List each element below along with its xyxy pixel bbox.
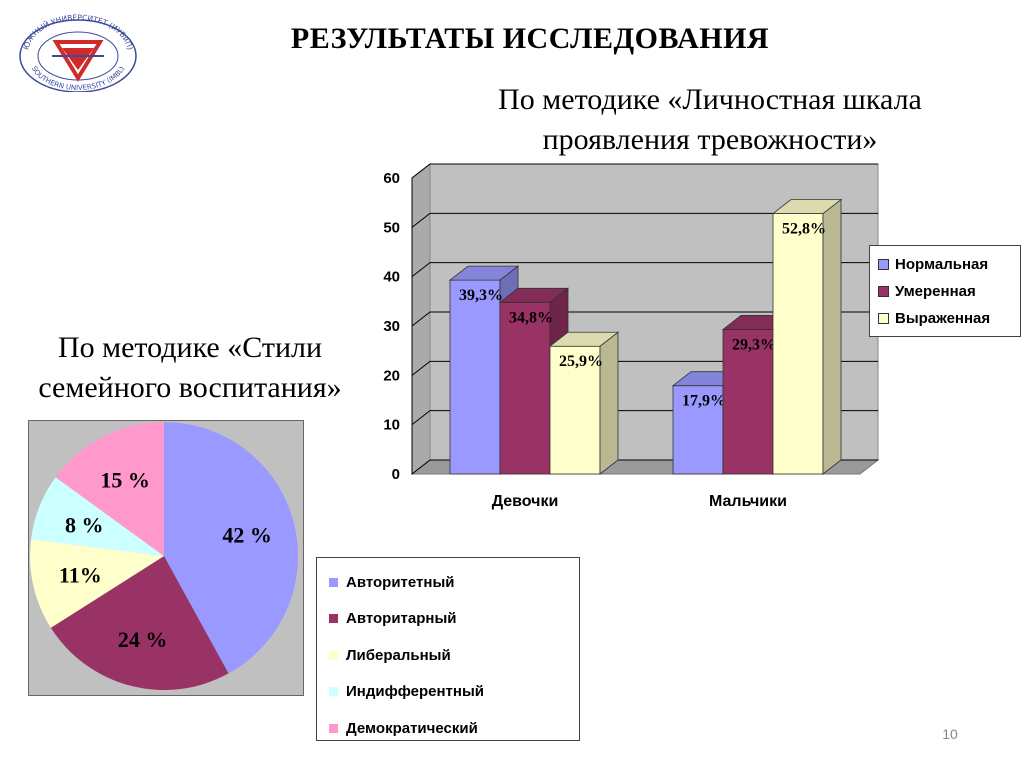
pie-legend-swatch xyxy=(329,687,338,697)
y-tick-label: 0 xyxy=(392,466,400,483)
pie-slice-label: 42 % xyxy=(222,523,272,548)
bar-legend-swatch xyxy=(878,286,889,297)
pie-legend-label: Демократический xyxy=(346,719,478,737)
bar-legend-swatch xyxy=(878,313,889,324)
pie-legend-swatch xyxy=(329,577,338,587)
bar-data-label: 34,8% xyxy=(509,309,553,326)
bar-gridline xyxy=(411,311,878,327)
bar-data-label: 29,3% xyxy=(732,336,776,353)
bar-legend-swatch xyxy=(878,259,889,270)
pie-legend-item: Авторитетный xyxy=(329,564,567,601)
pie-legend-swatch xyxy=(329,723,338,733)
pie-chart: 42 % 24 % 11% 8 % 15 % xyxy=(28,420,304,696)
bar-chart: 0 10 20 30 40 50 60 39,3% 34,8% 25,9% Девочки 17,9%… xyxy=(383,162,880,510)
bar-2-1 xyxy=(771,198,843,475)
pie-legend-item: Либеральный xyxy=(329,637,567,674)
pie-chart-legend: Авторитетный Авторитарный Либеральный Индиф… xyxy=(316,557,580,741)
y-tick-label: 10 xyxy=(383,417,400,434)
bar-data-label: 39,3% xyxy=(459,287,503,304)
pie-chart-subtitle-line2: семейного воспитания» xyxy=(38,371,342,404)
page-number: 10 xyxy=(942,726,958,742)
pie-legend-label: Авторитетный xyxy=(346,573,455,591)
pie-slice-label: 11% xyxy=(59,563,102,588)
bar-data-label: 25,9% xyxy=(559,353,603,370)
y-tick-label: 40 xyxy=(383,269,400,286)
y-tick-label: 50 xyxy=(383,219,400,236)
pie-slice xyxy=(55,422,164,556)
pie-slice xyxy=(30,539,165,628)
bar-legend-label: Умеренная xyxy=(895,283,976,300)
pie-legend-label: Авторитарный xyxy=(346,610,457,628)
pie-legend-item: Индифферентный xyxy=(329,674,567,711)
pie-chart-subtitle: По методике «Стили семейного воспитания» xyxy=(0,328,380,408)
bar-2-0 xyxy=(548,331,620,475)
bar-data-label: 52,8% xyxy=(782,221,826,238)
pie-slice-label: 24 % xyxy=(118,627,168,652)
pie-slice xyxy=(50,556,229,690)
x-category-label: Девочки xyxy=(492,493,559,510)
pie-legend-label: Либеральный xyxy=(346,646,451,664)
bar-chart-subtitle-line1: По методике «Личностная шкала xyxy=(498,83,922,116)
pie-legend-label: Индифферентный xyxy=(346,683,484,701)
pie-chart-subtitle-line1: По методике «Стили xyxy=(57,331,323,364)
pie-legend-swatch xyxy=(329,614,338,624)
pie-legend-item: Авторитарный xyxy=(329,601,567,638)
x-category-label: Мальчики xyxy=(709,493,787,510)
bar-chart-subtitle-line2: проявления тревожности» xyxy=(542,123,878,156)
pie-slice xyxy=(31,477,165,556)
bar-legend-item: Выраженная xyxy=(878,305,1012,332)
pie-slice-label: 15 % xyxy=(100,468,150,493)
bar-chart-legend: Нормальная Умеренная Выраженная xyxy=(869,245,1021,337)
bar-legend-item: Нормальная xyxy=(878,251,1012,278)
bar-legend-item: Умеренная xyxy=(878,278,1012,305)
bar-legend-label: Выраженная xyxy=(895,310,991,327)
pie-legend-swatch xyxy=(329,650,338,660)
pie-slice-label: 8 % xyxy=(65,512,104,537)
pie-legend-item: Демократический xyxy=(329,710,567,747)
page-title: РЕЗУЛЬТАТЫ ИССЛЕДОВАНИЯ xyxy=(290,22,770,55)
bar-gridline xyxy=(411,212,878,228)
y-tick-label: 20 xyxy=(383,367,400,384)
y-tick-label: 30 xyxy=(383,318,400,335)
university-seal-icon: ЮЖНЫЙ УНИВЕРСИТЕТ (ИУБиП) SOUTHERN UNIVE… xyxy=(19,13,137,92)
bar-legend-label: Нормальная xyxy=(895,256,989,273)
bar-gridline xyxy=(411,262,878,278)
bar-data-label: 17,9% xyxy=(682,393,726,410)
bar-chart-subtitle: По методике «Личностная шкала проявления… xyxy=(380,80,1024,160)
pie-slice xyxy=(164,422,298,674)
bar-gridline xyxy=(411,163,878,179)
y-tick-label: 60 xyxy=(383,170,400,187)
